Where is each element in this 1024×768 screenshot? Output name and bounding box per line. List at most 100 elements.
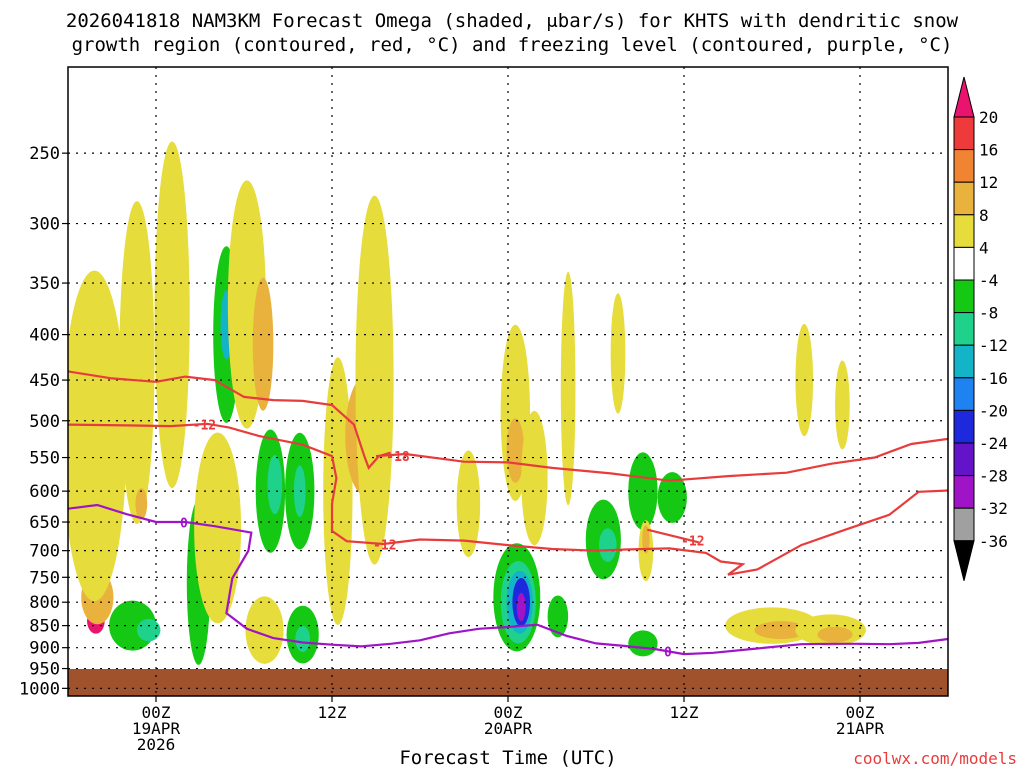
contour-label-4: -12 [373, 539, 396, 554]
omega-cell-23 [295, 625, 310, 653]
omega-cell-27 [355, 195, 394, 565]
omega-cell-42 [628, 452, 658, 530]
colorbar-swatch-1 [953, 116, 975, 151]
colorbar: 20 16 12 8 4 -4 -8 -12 -16 -20 -24 -28 -32 -36 [953, 76, 1008, 581]
y-tick-label-500: 500 [29, 412, 60, 432]
colorbar-swatch-10 [953, 409, 975, 444]
colorbar-swatch-2 [953, 149, 975, 183]
omega-cell-50 [817, 626, 853, 643]
chart-title-line2: growth region (contoured, red, °C) and f… [72, 34, 953, 56]
omega-cell-52 [835, 360, 850, 450]
colorbar-label-0: 20 [979, 108, 998, 127]
y-tick-label-300: 300 [29, 215, 60, 235]
omega-cell-46 [657, 472, 687, 523]
y-tick-label-350: 350 [29, 274, 60, 294]
y-tick-label-800: 800 [29, 593, 60, 613]
colorbar-swatch-3 [953, 181, 975, 216]
colorbar-label-5: -4 [979, 271, 998, 290]
y-tick-label-700: 700 [29, 542, 60, 562]
omega-cell-38 [560, 271, 576, 506]
x-tick-label-24-1: 20APR [484, 719, 533, 738]
colorbar-label-6: -8 [979, 304, 998, 323]
omega-cell-3 [119, 201, 155, 524]
omega-cell-35 [516, 592, 526, 622]
contour-line-2 [375, 437, 948, 482]
omega-cell-11 [194, 432, 242, 624]
y-tick-label-600: 600 [29, 482, 60, 502]
colorbar-label-2: 12 [979, 173, 998, 192]
y-tick-label-750: 750 [29, 568, 60, 588]
omega-cell-7 [136, 618, 161, 642]
omega-cell-2 [68, 270, 127, 602]
omega-cell-30 [506, 418, 525, 483]
x-tick-label-0-2: 2026 [137, 735, 176, 754]
colorbar-label-12: -32 [979, 499, 1008, 518]
x-tick-label-48-0: 00Z [846, 703, 875, 722]
x-axis-label: Forecast Time (UTC) [399, 747, 616, 768]
x-tick-label-48-1: 21APR [836, 719, 885, 738]
y-tick-label-450: 450 [29, 371, 60, 391]
omega-cell-28 [456, 450, 481, 558]
contour-label-5: 0 [180, 517, 188, 532]
omega-cell-45 [628, 630, 658, 657]
temperature-contours: -12 -18 -12 -12 0 0 [68, 370, 948, 661]
colorbar-swatch-13 [953, 507, 975, 542]
colorbar-label-8: -16 [979, 369, 1008, 388]
colorbar-label-1: 16 [979, 141, 998, 160]
colorbar-swatch-5 [953, 246, 975, 281]
contour-line-0 [68, 370, 392, 471]
x-tick-label-24-0: 00Z [494, 703, 523, 722]
chart-title-line1: 2026041818 NAM3KM Forecast Omega (shaded… [66, 10, 959, 32]
colorbar-top-arrow [953, 76, 975, 118]
omega-shading [68, 141, 866, 665]
contour-label-3: -12 [681, 535, 704, 550]
x-tick-label-36-0: 12Z [670, 703, 699, 722]
colorbar-bottom-arrow [953, 540, 975, 581]
colorbar-swatch-12 [953, 475, 975, 509]
omega-cell-5 [135, 488, 148, 520]
credit-text: coolwx.com/models [853, 749, 1017, 768]
omega-cell-44 [642, 525, 650, 554]
omega-cell-24 [323, 357, 353, 625]
contour-line-1 [68, 422, 948, 576]
contour-line-3 [647, 528, 699, 544]
colorbar-swatch-7 [953, 312, 975, 346]
omega-cell-40 [598, 528, 617, 562]
y-tick-label-650: 650 [29, 513, 60, 533]
omega-cell-48 [754, 621, 808, 640]
colorbar-swatch-4 [953, 214, 975, 248]
contour-label-6: 0 [664, 646, 672, 661]
colorbar-swatch-9 [953, 377, 975, 411]
gridlines [68, 67, 948, 696]
y-axis: 2503003504004505005506006507007508008509… [19, 144, 68, 699]
y-tick-label-850: 850 [29, 617, 60, 637]
colorbar-label-11: -28 [979, 467, 1008, 486]
omega-cell-36 [521, 410, 548, 546]
omega-cell-17 [245, 596, 284, 664]
omega-cell-21 [293, 465, 306, 517]
omega-cell-4 [154, 141, 190, 489]
y-tick-label-400: 400 [29, 326, 60, 346]
colorbar-swatch-8 [953, 344, 975, 379]
contour-label-1: -12 [193, 419, 216, 434]
omega-cell-15 [252, 277, 274, 411]
omega-cell-19 [267, 455, 283, 515]
colorbar-swatch-11 [953, 442, 975, 477]
colorbar-label-7: -12 [979, 336, 1008, 355]
colorbar-label-9: -20 [979, 401, 1008, 420]
x-tick-label-12-0: 12Z [318, 703, 347, 722]
colorbar-label-13: -36 [979, 532, 1008, 551]
colorbar-swatch-6 [953, 279, 975, 314]
contour-line-5 [68, 503, 948, 656]
y-tick-label-1000: 1000 [19, 679, 60, 699]
contour-label-2: -18 [386, 450, 410, 465]
y-tick-label-900: 900 [29, 639, 60, 659]
y-tick-label-250: 250 [29, 144, 60, 164]
colorbar-label-10: -24 [979, 434, 1008, 453]
colorbar-label-4: 4 [979, 238, 989, 257]
y-tick-label-950: 950 [29, 660, 60, 680]
omega-cell-41 [610, 293, 626, 414]
x-tick-label-0-0: 00Z [142, 703, 171, 722]
